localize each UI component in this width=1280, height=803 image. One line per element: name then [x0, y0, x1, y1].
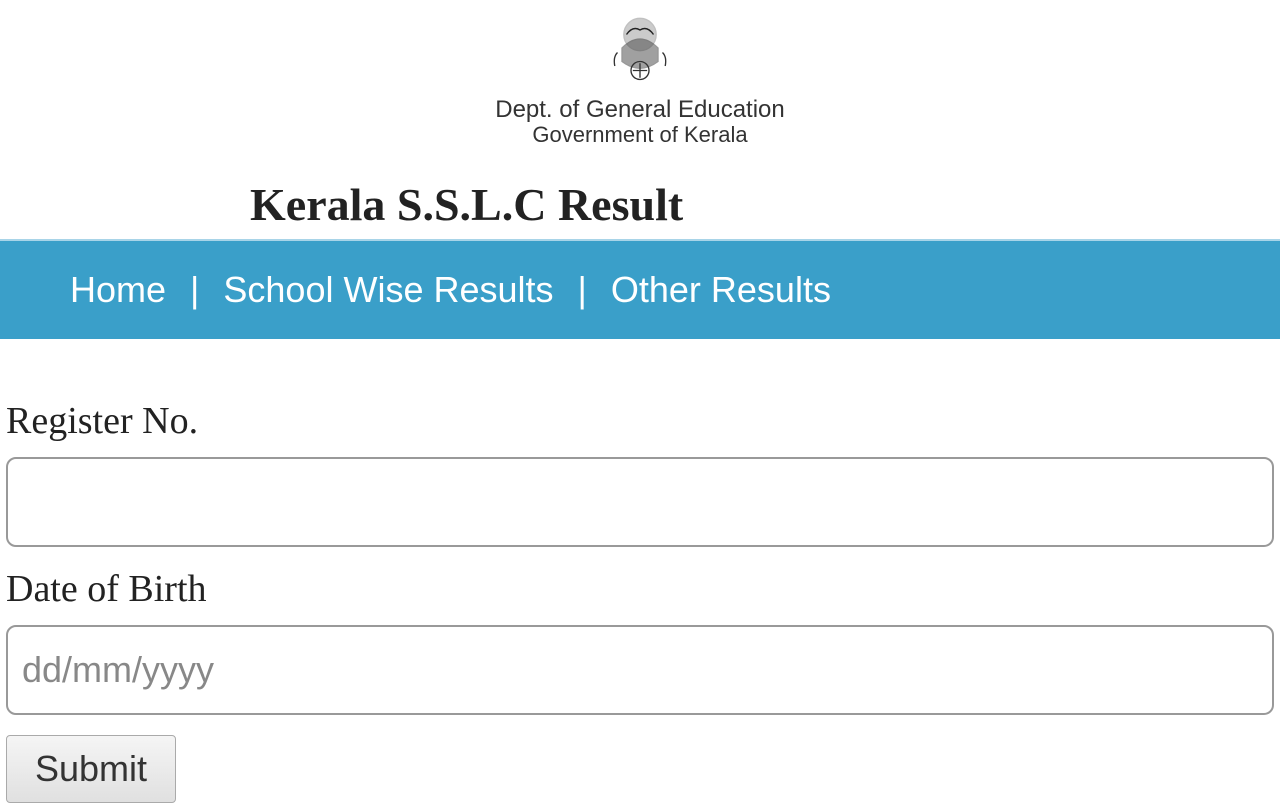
result-form: Register No. Date of Birth Submit [0, 339, 1280, 803]
dept-name-line2: Government of Kerala [0, 123, 1280, 147]
register-no-input[interactable] [6, 457, 1274, 547]
dob-label: Date of Birth [6, 567, 1274, 611]
nav-home[interactable]: Home [70, 269, 166, 311]
dob-input[interactable] [6, 625, 1274, 715]
nav-other-results[interactable]: Other Results [611, 269, 831, 311]
nav-separator: | [578, 269, 587, 311]
dept-name-line1: Dept. of General Education [0, 97, 1280, 123]
govt-emblem-icon [580, 0, 700, 95]
page-title: Kerala S.S.L.C Result [0, 178, 1280, 231]
submit-button[interactable]: Submit [6, 735, 176, 803]
header-section: Dept. of General Education Government of… [0, 0, 1280, 231]
main-nav: Home | School Wise Results | Other Resul… [0, 241, 1280, 339]
register-no-label: Register No. [6, 399, 1274, 443]
nav-school-wise-results[interactable]: School Wise Results [223, 269, 553, 311]
nav-separator: | [190, 269, 199, 311]
